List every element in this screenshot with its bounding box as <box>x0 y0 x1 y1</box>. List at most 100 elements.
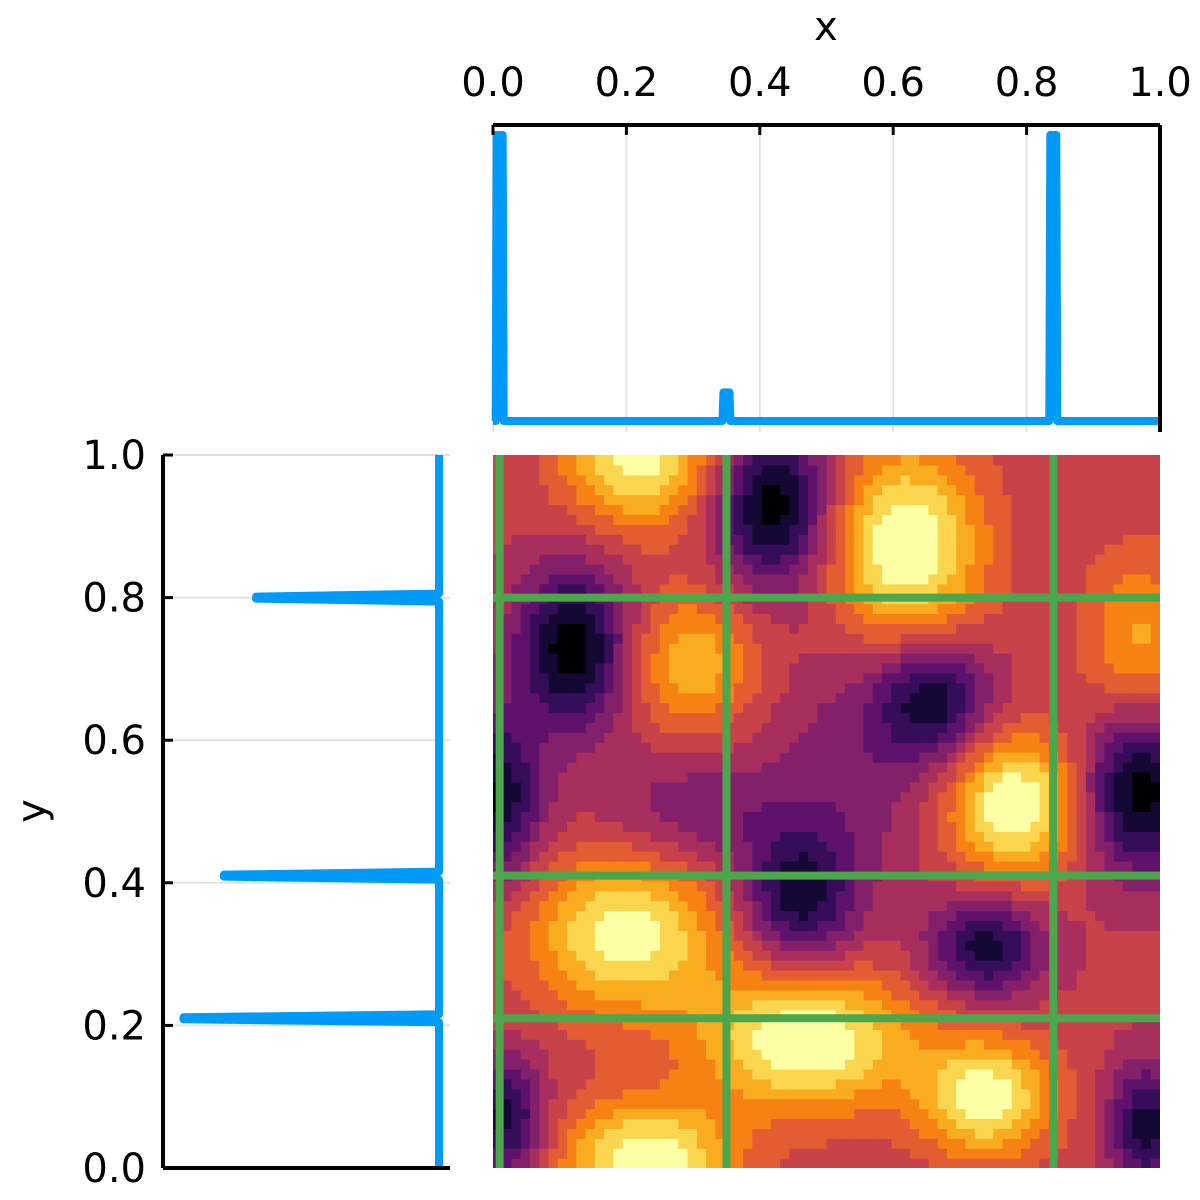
heatmap-cell <box>706 1098 716 1110</box>
heatmap-cell <box>826 662 837 674</box>
heatmap-cell <box>817 613 828 624</box>
heatmap-cell <box>659 1158 670 1168</box>
heatmap-cell <box>650 613 661 624</box>
heatmap-cell <box>511 1078 522 1090</box>
heatmap-cell <box>511 900 522 912</box>
heatmap-cell <box>1113 504 1124 516</box>
heatmap-cell <box>928 761 939 773</box>
heatmap-cell <box>594 910 605 922</box>
heatmap-cell <box>1021 613 1031 624</box>
heatmap-cell <box>817 474 828 486</box>
heatmap-cell <box>669 861 679 872</box>
heatmap-cell <box>539 633 550 644</box>
heatmap-cell <box>807 702 818 714</box>
heatmap-cell <box>919 1078 929 1090</box>
heatmap-cell <box>530 1158 540 1168</box>
heatmap-cell <box>567 801 577 813</box>
heatmap-cell <box>567 841 577 852</box>
heatmap-cell <box>993 752 1004 763</box>
heatmap-cell <box>502 633 513 644</box>
heatmap-cell <box>1067 781 1078 793</box>
heatmap-cell <box>631 1158 642 1168</box>
heatmap-cell <box>715 861 726 872</box>
heatmap-cell <box>567 504 577 516</box>
heatmap-cell <box>1067 712 1078 723</box>
heatmap-cell <box>891 1039 902 1050</box>
heatmap-cell <box>937 613 948 624</box>
heatmap-cell <box>946 653 957 664</box>
heatmap-cell <box>1039 662 1050 674</box>
heatmap-cell <box>909 821 920 832</box>
heatmap-cell <box>576 930 587 941</box>
heatmap-cell <box>946 910 957 922</box>
heatmap-cell <box>641 979 652 991</box>
heatmap-cell <box>956 554 967 565</box>
heatmap-cell <box>1076 623 1087 634</box>
heatmap-cell <box>956 613 967 624</box>
heatmap-cell <box>594 999 605 1011</box>
heatmap-cell <box>585 583 596 595</box>
heatmap-cell <box>687 623 698 634</box>
heatmap-cell <box>956 524 967 535</box>
heatmap-cell <box>1002 455 1013 466</box>
heatmap-cell <box>650 1138 661 1149</box>
heatmap-cell <box>863 643 874 654</box>
heatmap-cell <box>641 455 652 466</box>
heatmap-cell <box>882 573 892 585</box>
heatmap-cell <box>669 484 679 496</box>
heatmap-cell <box>715 603 726 615</box>
heatmap-cell <box>641 633 652 644</box>
heatmap-cell <box>613 514 624 525</box>
heatmap-cell <box>835 563 846 575</box>
heatmap-cell <box>696 831 707 842</box>
heatmap-cell <box>733 504 744 516</box>
heatmap-cell <box>909 662 920 674</box>
heatmap-cell <box>845 1118 855 1129</box>
heatmap-cell <box>641 484 652 496</box>
heatmap-cell <box>817 940 828 951</box>
heatmap-cell <box>696 464 707 476</box>
heatmap-cell <box>798 752 809 763</box>
heatmap-cell <box>743 563 753 575</box>
heatmap-cell <box>789 1158 800 1168</box>
heatmap-cell <box>631 1068 642 1080</box>
heatmap-cell <box>687 979 698 991</box>
heatmap-cell <box>548 880 559 892</box>
heatmap-cell <box>1021 514 1031 525</box>
heatmap-cell <box>900 880 911 892</box>
heatmap-cell <box>993 781 1004 793</box>
heatmap-cell <box>1002 960 1013 971</box>
heatmap-cell <box>1104 494 1115 506</box>
heatmap-cell <box>585 811 596 822</box>
heatmap-cell <box>743 950 753 961</box>
heatmap-cell <box>761 969 772 981</box>
heatmap-cell <box>1058 643 1068 654</box>
heatmap-cell <box>983 504 994 516</box>
heatmap-cell <box>826 1148 837 1159</box>
heatmap-cell <box>891 504 902 516</box>
heatmap-cell <box>1058 1158 1068 1168</box>
heatmap-cell <box>715 653 726 664</box>
heatmap-cell <box>835 752 846 763</box>
heatmap-cell <box>1076 999 1087 1011</box>
heatmap-cell <box>733 841 744 852</box>
heatmap-cell <box>854 692 865 704</box>
heatmap-cell <box>854 742 865 753</box>
heatmap-cell <box>780 910 791 922</box>
heatmap-cell <box>789 831 800 842</box>
heatmap-cell <box>687 930 698 941</box>
heatmap-cell <box>733 969 744 981</box>
heatmap-cell <box>807 761 818 773</box>
heatmap-cell <box>733 682 744 694</box>
heatmap-cell <box>919 603 929 615</box>
heatmap-cell <box>1095 742 1106 753</box>
heatmap-cell <box>604 890 615 902</box>
heatmap-cell <box>659 781 670 793</box>
heatmap-cell <box>965 623 976 634</box>
heatmap-cell <box>520 455 531 466</box>
heatmap-cell <box>530 514 540 525</box>
heatmap-cell <box>1067 524 1078 535</box>
heatmap-cell <box>585 643 596 654</box>
heatmap-cell <box>594 534 605 545</box>
heatmap-cell <box>900 1088 911 1100</box>
